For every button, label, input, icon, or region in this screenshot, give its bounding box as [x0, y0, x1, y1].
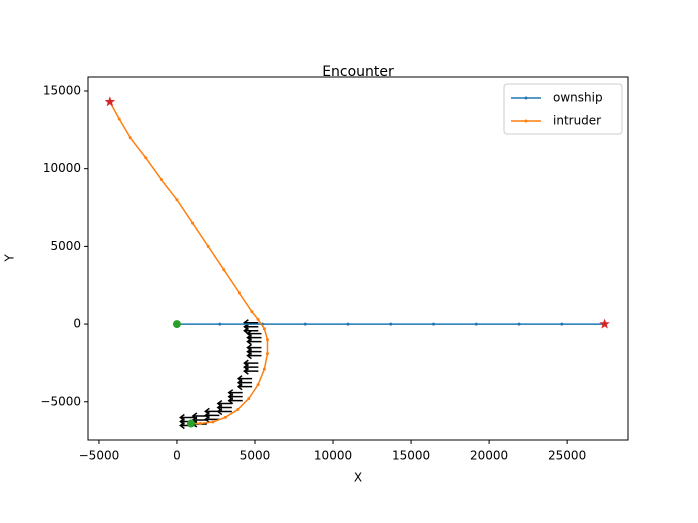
point: [432, 322, 436, 326]
axes-frame: [87, 76, 629, 441]
x-axis-label: X: [354, 471, 362, 485]
point: [117, 117, 121, 121]
legend-marker: [524, 96, 528, 100]
point: [247, 397, 251, 401]
heading-arrow: [216, 399, 232, 408]
heading-arrow: [246, 344, 262, 352]
heading-arrow: [191, 412, 207, 420]
point: [517, 322, 521, 326]
heading-arrow: [236, 375, 253, 383]
point: [237, 291, 241, 295]
legend-label: ownship: [553, 91, 603, 105]
point: [175, 198, 179, 202]
point: [218, 322, 222, 326]
y-tick-label: 15000: [43, 83, 81, 97]
x-tick-label: 20000: [470, 449, 508, 463]
heading-arrow: [179, 413, 195, 422]
y-tick-label: 5000: [50, 239, 81, 253]
y-axis-label: Y: [3, 254, 17, 263]
y-tick-label: −5000: [40, 394, 81, 408]
point: [236, 408, 240, 412]
point: [191, 221, 195, 225]
point: [211, 420, 215, 424]
point: [206, 244, 210, 248]
x-tick-label: 10000: [314, 449, 352, 463]
point: [262, 367, 266, 371]
start-marker: [187, 419, 196, 428]
x-tick-label: 5000: [240, 449, 271, 463]
point: [474, 322, 478, 326]
legend-label: intruder: [553, 114, 601, 128]
point: [128, 136, 132, 140]
point: [560, 322, 564, 326]
end-marker: [599, 318, 610, 329]
point: [222, 268, 226, 272]
point: [256, 317, 260, 321]
point: [389, 322, 393, 326]
point: [262, 327, 266, 331]
legend-marker: [524, 119, 528, 123]
heading-arrow: [227, 389, 243, 397]
point: [250, 310, 254, 314]
heading-arrow: [243, 359, 259, 367]
point: [265, 352, 269, 356]
point: [346, 322, 350, 326]
point: [256, 383, 260, 387]
point: [144, 156, 148, 160]
point: [223, 415, 227, 419]
point: [303, 322, 307, 326]
point: [198, 422, 202, 426]
y-tick-label: 0: [73, 317, 81, 331]
point: [265, 338, 269, 342]
y-tick-label: 10000: [43, 161, 81, 175]
x-tick-label: 0: [173, 449, 181, 463]
x-tick-label: −5000: [79, 449, 120, 463]
x-tick-label: 25000: [548, 449, 586, 463]
point: [159, 178, 163, 182]
chart-title: Encounter: [322, 64, 394, 80]
start-marker: [172, 320, 181, 329]
end-marker: [104, 96, 116, 107]
x-tick-label: 15000: [392, 449, 430, 463]
